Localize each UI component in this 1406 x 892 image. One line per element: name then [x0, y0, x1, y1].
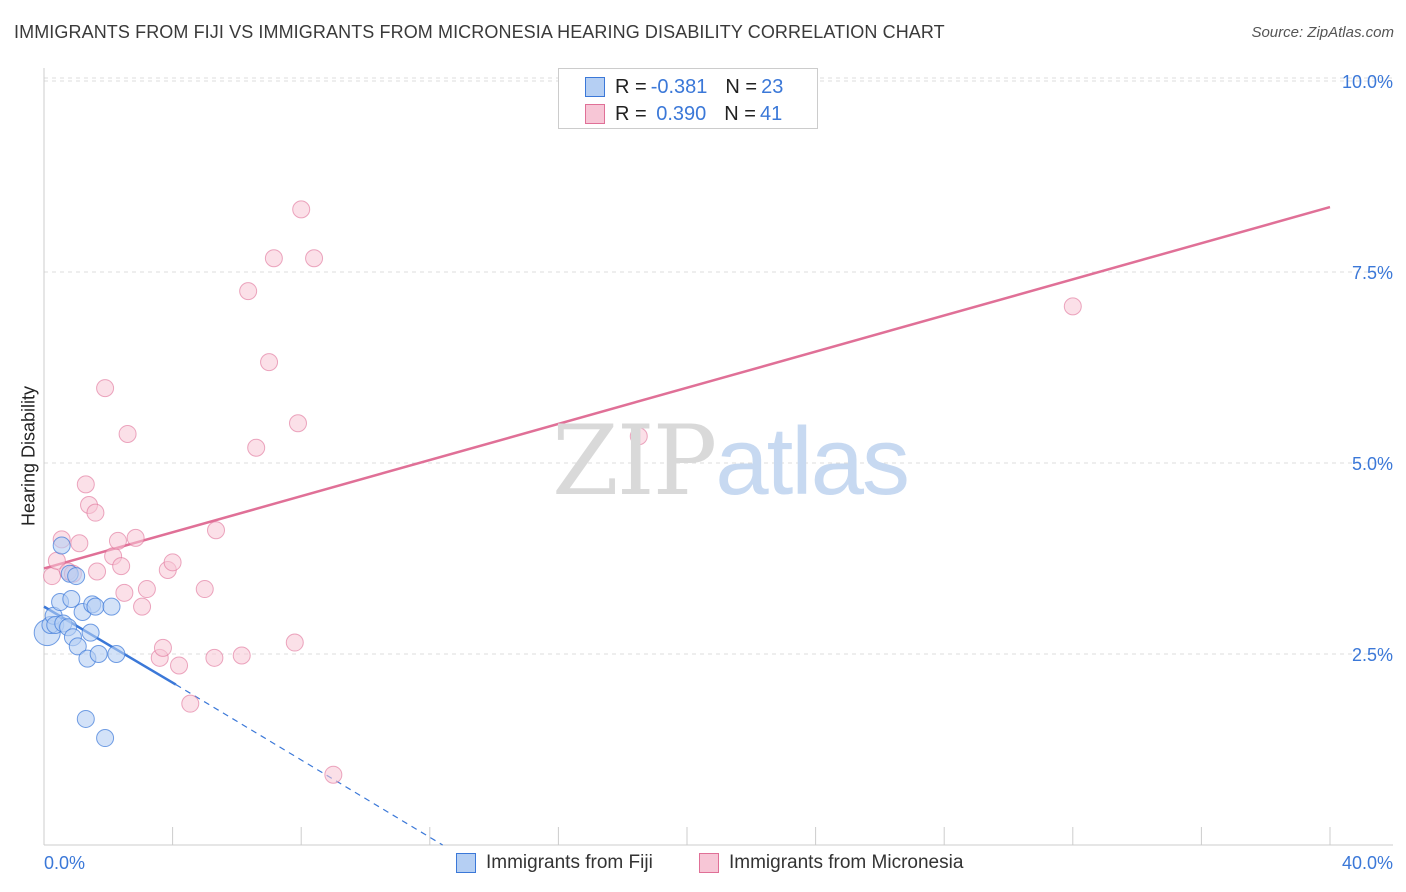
- y-tick-label: 10.0%: [1342, 72, 1393, 92]
- point-fiji: [89, 645, 108, 663]
- point-fiji: [52, 536, 71, 555]
- r-label: R =: [615, 75, 647, 98]
- point-micronesia: [170, 656, 189, 675]
- r-value: -0.381: [650, 75, 708, 98]
- point-micronesia: [108, 531, 127, 550]
- r-value: 0.390: [650, 102, 707, 125]
- point-fiji: [86, 597, 105, 616]
- watermark-zip: ZIP: [552, 405, 717, 517]
- chart-title: IMMIGRANTS FROM FIJI VS IMMIGRANTS FROM …: [14, 22, 945, 42]
- trend-lines: [43, 205, 1331, 846]
- point-micronesia: [305, 249, 324, 268]
- point-fiji: [102, 597, 121, 616]
- point-fiji: [96, 729, 115, 748]
- point-micronesia: [260, 353, 279, 372]
- tick-labels: 2.5% 5.0% 7.5% 10.0% 0.0% 40.0%: [44, 72, 1393, 873]
- point-fiji: [68, 637, 87, 656]
- point-micronesia: [1063, 297, 1082, 316]
- point-fiji: [62, 589, 81, 608]
- legend-item-fiji[interactable]: Immigrants from Fiji: [456, 852, 653, 874]
- point-micronesia: [43, 567, 62, 586]
- gridlines: [44, 77, 1393, 655]
- point-micronesia: [76, 475, 95, 494]
- point-micronesia: [629, 427, 648, 446]
- data-points: [33, 200, 1082, 784]
- watermark-atlas: atlas: [715, 408, 910, 515]
- source-credit: Source: ZipAtlas.com: [1251, 24, 1394, 41]
- point-micronesia: [163, 553, 182, 572]
- y-tick-label: 7.5%: [1352, 263, 1393, 283]
- watermark: ZIPatlas: [552, 405, 910, 517]
- stats-legend-row-micronesia: R = 0.390 N = 41: [585, 101, 782, 127]
- point-micronesia: [115, 583, 134, 602]
- point-fiji: [76, 709, 95, 728]
- point-micronesia: [153, 638, 172, 657]
- n-value: 23: [761, 75, 784, 98]
- point-fiji: [67, 567, 86, 586]
- micronesia-swatch-icon: [585, 104, 605, 124]
- fiji-swatch-icon: [585, 77, 605, 97]
- axes: [43, 68, 1393, 846]
- point-micronesia: [247, 438, 266, 457]
- r-label: R =: [615, 102, 647, 125]
- stats-legend: R = -0.381 N = 23 R = 0.390 N = 41: [558, 68, 818, 129]
- legend-item-micronesia[interactable]: Immigrants from Micronesia: [699, 852, 963, 874]
- point-micronesia: [86, 503, 105, 522]
- stats-legend-row-fiji: R = -0.381 N = 23: [585, 74, 783, 100]
- x-tick-label: 0.0%: [44, 853, 85, 873]
- fiji-swatch-icon: [456, 853, 476, 873]
- y-tick-label: 5.0%: [1352, 454, 1393, 474]
- point-micronesia: [285, 633, 304, 652]
- point-micronesia: [195, 580, 214, 599]
- point-micronesia: [133, 597, 152, 616]
- legend-label-micronesia: Immigrants from Micronesia: [729, 852, 964, 873]
- point-micronesia: [264, 249, 283, 268]
- point-micronesia: [118, 424, 137, 443]
- trend-line-fiji-extended: [175, 684, 443, 846]
- point-micronesia: [239, 282, 258, 301]
- point-micronesia: [88, 562, 107, 581]
- n-label: N =: [724, 102, 756, 125]
- point-fiji: [81, 623, 100, 642]
- point-micronesia: [292, 200, 311, 219]
- y-tick-label: 2.5%: [1352, 645, 1393, 665]
- y-axis-label: Hearing Disability: [18, 385, 39, 527]
- point-micronesia: [70, 534, 89, 553]
- point-micronesia: [181, 694, 200, 713]
- x-tick-label: 40.0%: [1342, 853, 1393, 873]
- point-micronesia: [112, 557, 131, 576]
- n-value: 41: [759, 102, 783, 125]
- legend-label-fiji: Immigrants from Fiji: [486, 852, 653, 873]
- point-micronesia: [207, 521, 226, 540]
- trend-line-micronesia: [43, 205, 1331, 570]
- point-micronesia: [205, 648, 224, 667]
- n-label: N =: [725, 75, 758, 98]
- point-micronesia: [324, 765, 343, 784]
- point-micronesia: [126, 528, 145, 547]
- micronesia-swatch-icon: [699, 853, 719, 873]
- point-micronesia: [288, 414, 307, 433]
- point-micronesia: [232, 646, 251, 665]
- point-fiji: [107, 645, 126, 663]
- point-micronesia: [96, 379, 115, 398]
- point-micronesia: [137, 580, 156, 599]
